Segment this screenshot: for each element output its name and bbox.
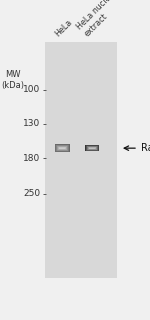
Bar (57, 146, 68, 150)
Bar (59, 148, 65, 149)
Text: Rad50: Rad50 (141, 143, 150, 153)
Bar (55, 144, 70, 152)
Bar (86, 145, 99, 151)
Text: HeLa nuclear
extract: HeLa nuclear extract (75, 0, 126, 38)
Bar (86, 146, 98, 151)
Bar (57, 146, 67, 150)
Text: 250: 250 (23, 189, 40, 198)
Bar (85, 145, 99, 151)
Bar (58, 147, 67, 150)
Bar (59, 147, 66, 149)
Bar (87, 146, 98, 150)
Bar (45, 42, 117, 278)
Text: HeLa: HeLa (53, 18, 74, 38)
Bar (57, 146, 68, 150)
Text: MW
(kDa): MW (kDa) (1, 70, 24, 90)
Bar (56, 145, 68, 151)
Bar (88, 147, 96, 149)
Text: 100: 100 (23, 85, 40, 94)
Bar (88, 147, 96, 149)
Bar (59, 147, 66, 149)
Bar (58, 147, 66, 149)
Bar (87, 146, 97, 150)
Bar (55, 145, 69, 152)
Bar (55, 144, 70, 152)
Bar (86, 145, 99, 151)
Bar (56, 145, 69, 151)
Bar (88, 147, 97, 150)
Bar (57, 146, 68, 151)
Bar (56, 145, 69, 151)
Text: 180: 180 (23, 154, 40, 163)
Bar (88, 147, 97, 150)
Bar (59, 148, 65, 149)
Bar (56, 145, 68, 151)
Bar (85, 145, 99, 151)
Bar (58, 147, 67, 150)
Bar (88, 147, 96, 149)
Bar (89, 147, 96, 149)
Bar (89, 147, 96, 149)
Bar (86, 146, 98, 151)
Bar (89, 148, 95, 149)
Bar (85, 145, 99, 151)
Bar (56, 145, 69, 152)
Bar (86, 146, 98, 150)
Bar (87, 146, 97, 150)
Bar (87, 146, 98, 150)
Bar (86, 146, 99, 151)
Bar (58, 147, 66, 150)
Bar (57, 146, 67, 150)
Bar (58, 147, 66, 149)
Bar (56, 145, 69, 151)
Bar (89, 148, 96, 149)
Text: 130: 130 (23, 119, 40, 128)
Bar (89, 148, 95, 149)
Bar (87, 146, 98, 150)
Bar (57, 146, 68, 151)
Bar (58, 146, 67, 150)
Bar (59, 147, 66, 149)
Bar (55, 144, 69, 152)
Bar (87, 147, 97, 150)
Bar (88, 147, 97, 149)
